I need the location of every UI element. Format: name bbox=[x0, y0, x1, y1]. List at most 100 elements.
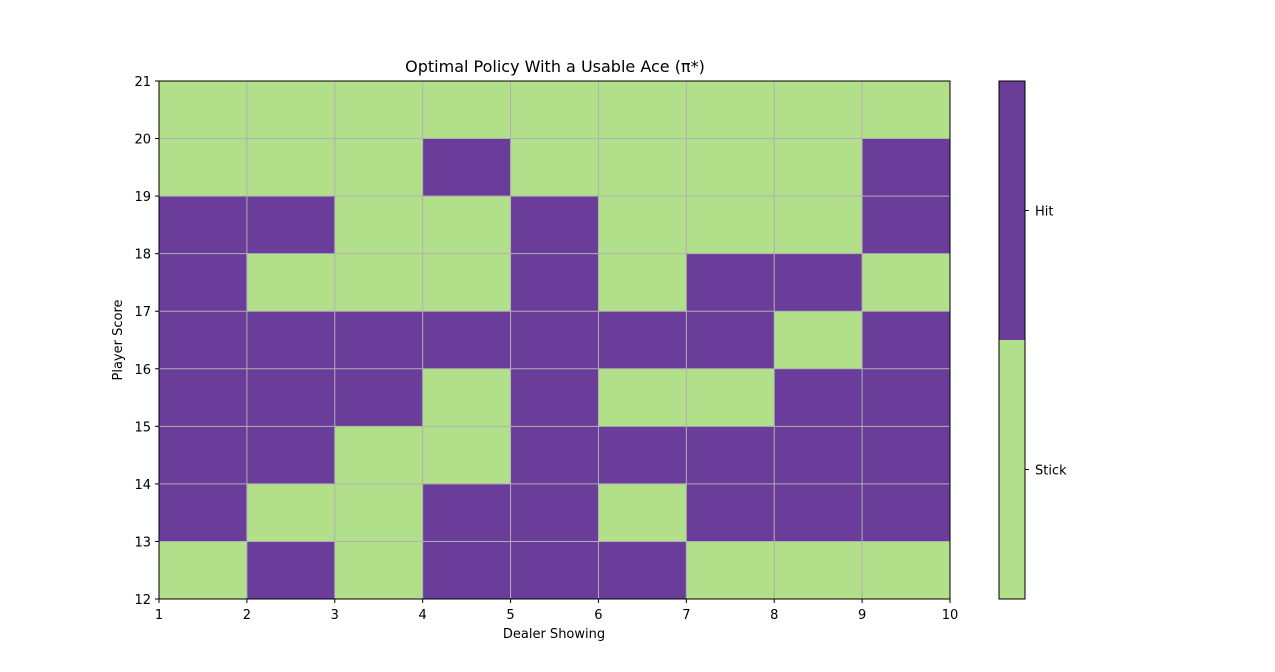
heatmap-cell bbox=[862, 253, 950, 312]
y-tick-label: 19 bbox=[134, 190, 151, 205]
heatmap-cells bbox=[159, 81, 950, 599]
heatmap-cell bbox=[246, 311, 335, 369]
y-axis-label: Player Score bbox=[111, 300, 126, 381]
heatmap-cell bbox=[862, 81, 950, 139]
heatmap-cell bbox=[686, 541, 775, 599]
x-tick-label: 6 bbox=[594, 608, 602, 623]
heatmap-cell bbox=[862, 311, 950, 369]
y-tick-label: 14 bbox=[134, 478, 151, 493]
heatmap-cell bbox=[334, 196, 423, 254]
heatmap-cell bbox=[774, 426, 863, 484]
heatmap-cell bbox=[334, 138, 423, 197]
y-tick-label: 21 bbox=[134, 75, 151, 90]
heatmap-cell bbox=[510, 81, 599, 139]
heatmap-cell bbox=[774, 253, 863, 312]
x-tick-label: 2 bbox=[243, 608, 251, 623]
heatmap-cell bbox=[159, 253, 247, 312]
heatmap-cell bbox=[334, 483, 423, 542]
heatmap-cell bbox=[774, 81, 863, 139]
x-tick-label: 4 bbox=[419, 608, 427, 623]
heatmap-cell bbox=[598, 483, 687, 542]
heatmap-cell bbox=[862, 541, 950, 599]
x-tick-label: 9 bbox=[858, 608, 866, 623]
heatmap-cell bbox=[686, 311, 775, 369]
x-tick-label: 7 bbox=[682, 608, 690, 623]
y-tick-label: 16 bbox=[134, 363, 151, 378]
y-tick-label: 18 bbox=[134, 248, 151, 263]
heatmap-cell bbox=[334, 253, 423, 312]
heatmap-cell bbox=[686, 368, 775, 427]
plot-frame bbox=[158, 80, 951, 600]
heatmap-cell bbox=[334, 311, 423, 369]
heatmap-cell bbox=[246, 196, 335, 254]
heatmap-cell bbox=[686, 426, 775, 484]
heatmap-cell bbox=[774, 368, 863, 427]
heatmap-cell bbox=[159, 311, 247, 369]
heatmap-cell bbox=[774, 196, 863, 254]
heatmap-cell bbox=[686, 253, 775, 312]
heatmap-cell bbox=[510, 138, 599, 197]
colorbar-tick-label: Stick bbox=[1035, 464, 1067, 479]
heatmap-cell bbox=[510, 426, 599, 484]
colorbar-segment bbox=[999, 340, 1025, 599]
heatmap-cell bbox=[862, 426, 950, 484]
heatmap-cell bbox=[422, 426, 511, 484]
heatmap-cell bbox=[334, 368, 423, 427]
heatmap-cell bbox=[774, 138, 863, 197]
heatmap-cell bbox=[422, 483, 511, 542]
heatmap-cell bbox=[686, 483, 775, 542]
heatmap-cell bbox=[159, 426, 247, 484]
heatmap-cell bbox=[422, 541, 511, 599]
heatmap-cell bbox=[159, 81, 247, 139]
heatmap-cell bbox=[422, 81, 511, 139]
heatmap-cell bbox=[159, 483, 247, 542]
heatmap-cell bbox=[774, 541, 863, 599]
heatmap-cell bbox=[159, 196, 247, 254]
heatmap-cell bbox=[422, 311, 511, 369]
heatmap-cell bbox=[510, 368, 599, 427]
heatmap-cell bbox=[598, 541, 687, 599]
x-tick-label: 1 bbox=[155, 608, 163, 623]
x-tick-label: 5 bbox=[506, 608, 514, 623]
y-tick-label: 17 bbox=[134, 305, 151, 320]
heatmap-cell bbox=[774, 311, 863, 369]
heatmap-cell bbox=[422, 196, 511, 254]
y-tick-label: 15 bbox=[134, 420, 151, 435]
heatmap-cell bbox=[510, 196, 599, 254]
heatmap-cell bbox=[246, 253, 335, 312]
heatmap-cell bbox=[246, 368, 335, 427]
heatmap-cell bbox=[598, 196, 687, 254]
heatmap-cell bbox=[422, 253, 511, 312]
x-tick-label: 10 bbox=[942, 608, 959, 623]
heatmap-cell bbox=[422, 138, 511, 197]
heatmap-cell bbox=[334, 426, 423, 484]
heatmap-cell bbox=[246, 541, 335, 599]
heatmap-cell bbox=[686, 196, 775, 254]
heatmap-cell bbox=[334, 81, 423, 139]
heatmap-cell bbox=[422, 368, 511, 427]
colorbar-tick-label: Hit bbox=[1035, 205, 1053, 220]
heatmap-cell bbox=[510, 311, 599, 369]
heatmap-cell bbox=[159, 368, 247, 427]
y-tick-label: 13 bbox=[134, 535, 151, 550]
colorbar-segment bbox=[999, 81, 1025, 340]
heatmap-cell bbox=[510, 253, 599, 312]
heatmap-cell bbox=[598, 138, 687, 197]
heatmap-cell bbox=[510, 541, 599, 599]
colorbar: Stick Hit bbox=[998, 80, 1067, 600]
heatmap-cell bbox=[862, 138, 950, 197]
y-tick-label: 12 bbox=[134, 593, 151, 608]
heatmap-cell bbox=[598, 253, 687, 312]
heatmap-cell bbox=[334, 541, 423, 599]
colorbar-frame bbox=[998, 80, 1026, 600]
heatmap-cell bbox=[159, 138, 247, 197]
heatmap-cell bbox=[598, 311, 687, 369]
x-axis-label: Dealer Showing bbox=[503, 627, 605, 642]
heatmap-cell bbox=[246, 426, 335, 484]
heatmap-cell bbox=[862, 483, 950, 542]
heatmap-cell bbox=[246, 483, 335, 542]
x-axis: 1 2 3 4 5 6 7 8 9 10 bbox=[155, 599, 958, 623]
heatmap-cell bbox=[862, 196, 950, 254]
heatmap-cell bbox=[686, 138, 775, 197]
